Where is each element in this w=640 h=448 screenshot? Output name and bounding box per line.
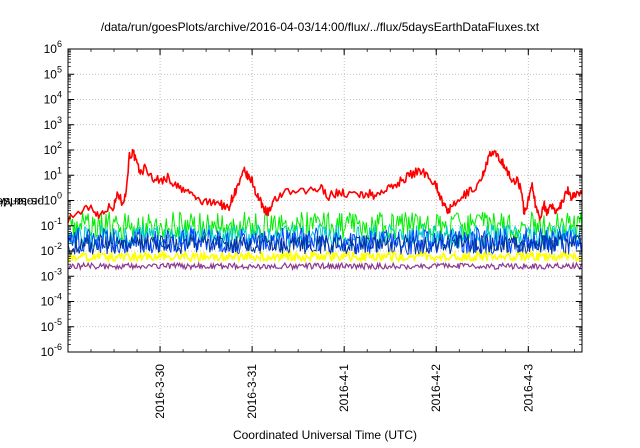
y-tick-label: 10-6 xyxy=(41,342,62,359)
y-tick-label: 100 xyxy=(44,191,62,208)
y-tick-label: 102 xyxy=(44,140,62,157)
series-line-7 xyxy=(67,261,583,272)
y-tick-label: 101 xyxy=(44,165,62,182)
x-tick-label: 2016-4-2 xyxy=(429,364,443,412)
series-line-5 xyxy=(67,232,583,256)
tick-labels: 10-6 10-5 10-4 10-3 10-2 10-1 100 101 102 103 104 1… xyxy=(41,39,536,419)
x-tick-label: 2016-4-1 xyxy=(337,364,351,412)
y-tick-label: 103 xyxy=(44,115,62,132)
series-line-4 xyxy=(67,226,583,256)
y-tick-label: 105 xyxy=(44,64,62,81)
y-tick-label: 106 xyxy=(44,39,62,56)
y-tick-label: 10-3 xyxy=(41,266,62,283)
series-line-1 xyxy=(67,148,583,223)
plot-frame xyxy=(67,48,583,353)
axis-ticks xyxy=(67,48,582,353)
y-tick-label: 10-5 xyxy=(41,317,62,334)
x-tick-label: 2016-3-30 xyxy=(153,364,167,419)
y-tick-label: 10-4 xyxy=(41,292,62,309)
y-tick-label: 10-1 xyxy=(41,216,62,233)
x-tick-label: 2016-4-3 xyxy=(521,364,535,412)
series-group xyxy=(67,148,583,272)
y-tick-label: 10-2 xyxy=(41,241,62,258)
y-tick-label: 104 xyxy=(44,90,62,107)
x-tick-label: 2016-3-31 xyxy=(245,364,259,419)
series-line-6 xyxy=(67,249,583,264)
grid-lines xyxy=(68,49,582,352)
chart-title: /data/run/goesPlots/archive/2016-04-03/1… xyxy=(100,20,540,34)
x-axis-label: Coordinated Universal Time (UTC) xyxy=(232,428,418,442)
